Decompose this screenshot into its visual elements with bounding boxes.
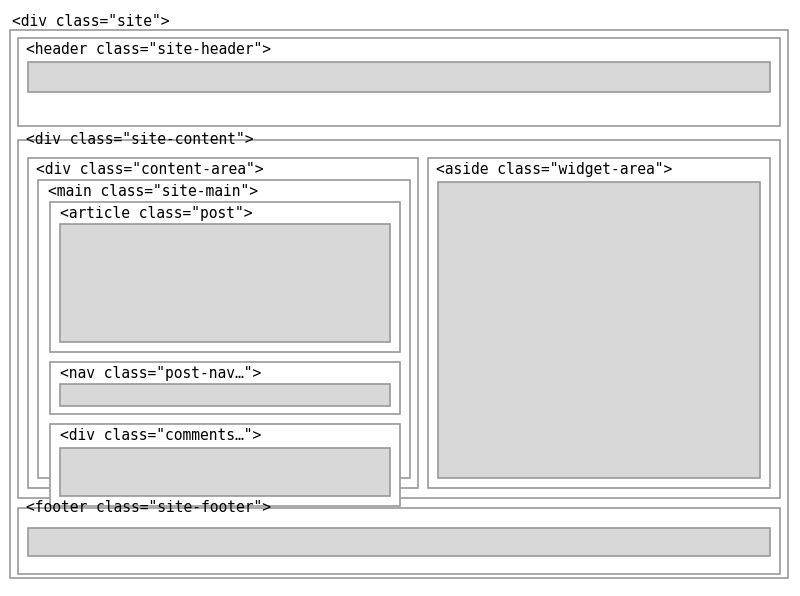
Text: <header class="site-header">: <header class="site-header"> [26,42,271,57]
Text: <nav class="post-nav…">: <nav class="post-nav…"> [60,366,262,381]
Text: <div class="site">: <div class="site"> [12,14,170,29]
Text: <article class="post">: <article class="post"> [60,206,253,221]
Bar [28,62,770,92]
Bar [18,140,780,498]
Text: <main class="site-main">: <main class="site-main"> [48,184,258,199]
Bar [438,182,760,478]
Bar [38,180,410,478]
Text: <div class="content-area">: <div class="content-area"> [36,162,263,177]
Bar [18,38,780,126]
Bar [28,158,418,488]
Text: <aside class="widget-area">: <aside class="widget-area"> [436,162,672,177]
Text: <div class="comments…">: <div class="comments…"> [60,428,262,443]
Bar [28,528,770,556]
Bar [50,202,400,352]
Bar [60,448,390,496]
Text: <div class="site-content">: <div class="site-content"> [26,132,254,147]
Text: <footer class="site-footer">: <footer class="site-footer"> [26,500,271,515]
Bar [428,158,770,488]
Bar [60,384,390,406]
Bar [60,224,390,342]
Bar [50,424,400,506]
Bar [18,508,780,574]
Bar [50,362,400,414]
